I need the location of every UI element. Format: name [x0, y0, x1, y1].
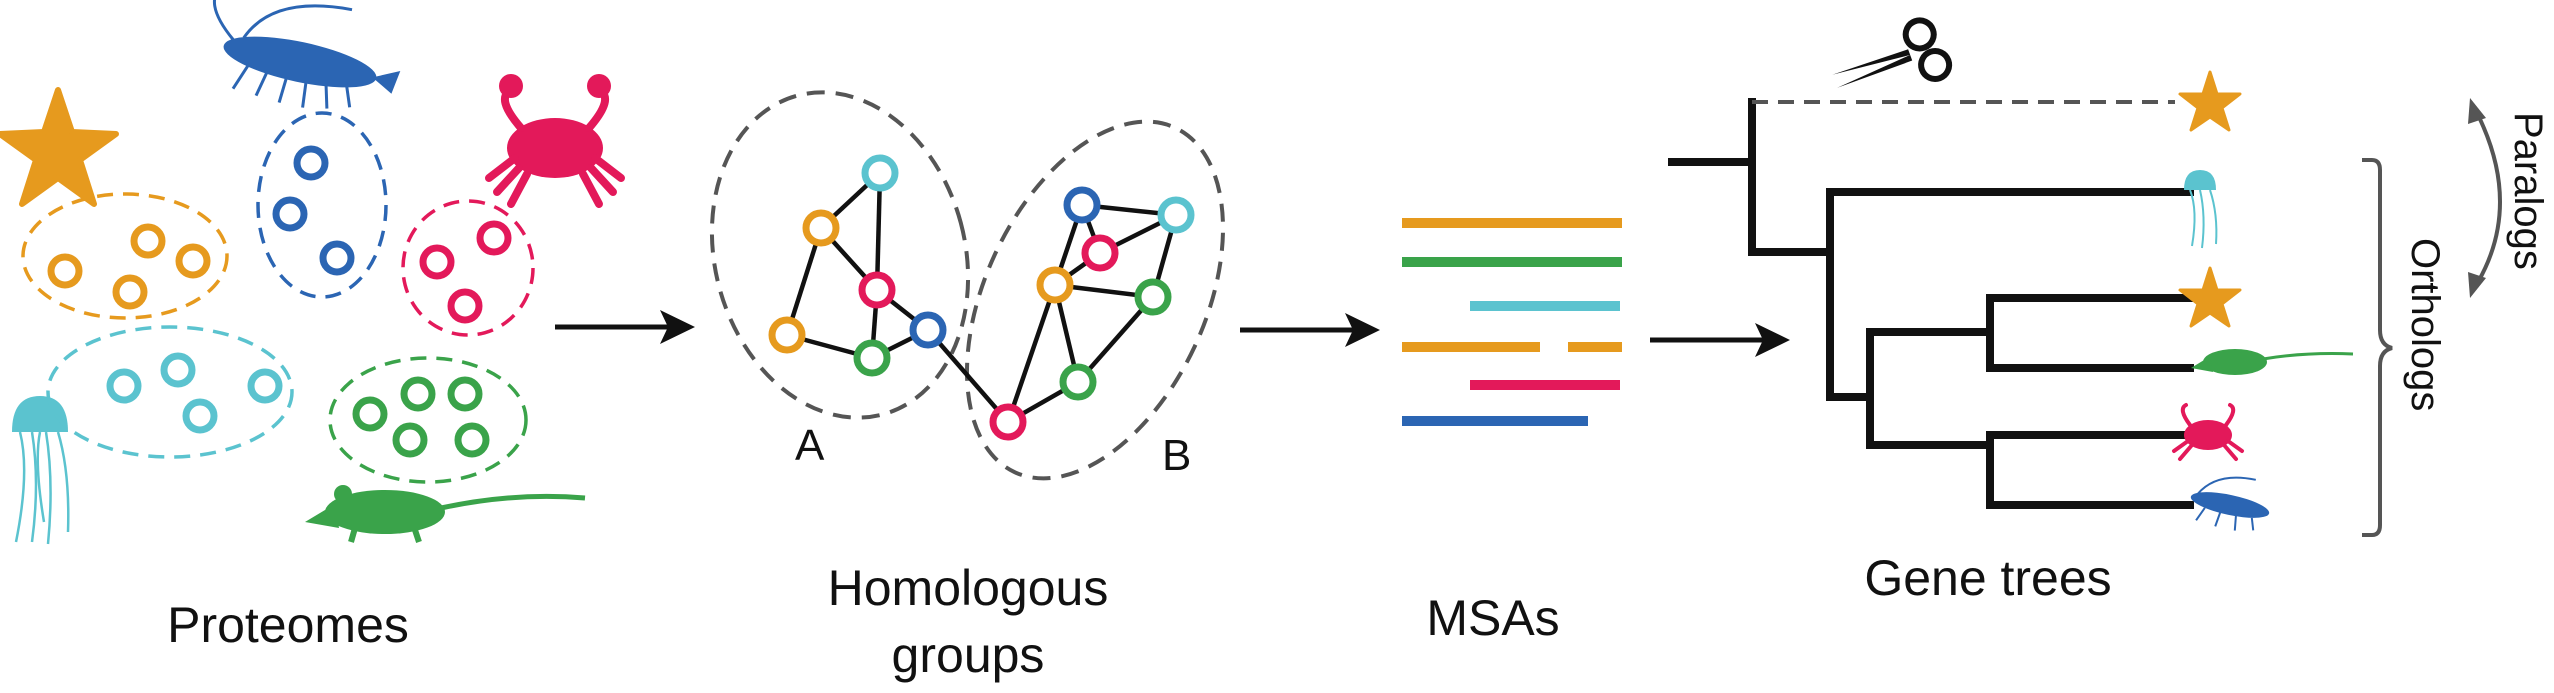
scissors-icon [1832, 17, 1953, 88]
cluster-blue [256, 111, 388, 299]
paralogs-arrow [2468, 98, 2502, 298]
node [1036, 266, 1074, 304]
rat-icon [2191, 349, 2354, 375]
homologous-groups-label-line1: Homologous [828, 560, 1109, 616]
group-b-label: B [1162, 431, 1191, 480]
proteomes-label: Proteomes [167, 597, 409, 653]
red-proteins [419, 220, 512, 324]
starfish-icon [0, 87, 119, 207]
green-proteins [352, 376, 490, 458]
node [768, 316, 806, 354]
msa-panel [1402, 218, 1622, 426]
homologous-graph: A B [709, 90, 1226, 481]
jellyfish-icon [2184, 170, 2218, 249]
node [1063, 186, 1101, 224]
paralogs-label: Paralogs [2506, 112, 2550, 270]
jellyfish-icon [12, 396, 70, 545]
blue-proteins [272, 145, 355, 276]
cluster-red [401, 199, 535, 337]
krill-icon [212, 0, 401, 109]
node [1059, 363, 1097, 401]
orthologs-bracket [2362, 158, 2393, 537]
node [1081, 234, 1119, 272]
krill-icon [2190, 476, 2270, 531]
group-a-outline [709, 90, 971, 420]
node [989, 403, 1027, 441]
node [861, 154, 899, 192]
node [1157, 196, 1195, 234]
orange-proteins [47, 223, 211, 310]
node [858, 271, 896, 309]
arrow-2 [1240, 313, 1380, 347]
crab-icon [485, 74, 625, 208]
node [1134, 278, 1172, 316]
starfish-icon [2178, 266, 2242, 328]
arrow-1 [555, 310, 695, 344]
group-a-label: A [795, 421, 825, 470]
cluster-green [328, 356, 528, 484]
cluster-cyan [46, 325, 294, 459]
node [802, 209, 840, 247]
msas-label: MSAs [1426, 590, 1559, 646]
starfish-icon [2178, 70, 2242, 132]
gene-tree [1668, 98, 2194, 509]
cluster-orange [21, 192, 229, 320]
arrow-3 [1650, 323, 1790, 357]
orthologs-label: Orthologs [2403, 238, 2447, 411]
crab-icon [2172, 403, 2244, 461]
node [909, 311, 947, 349]
group-b-outline [964, 119, 1226, 481]
cyan-proteins [106, 352, 283, 434]
gene-trees-label: Gene trees [1864, 550, 2111, 606]
homologous-groups-label-line2: groups [892, 627, 1045, 683]
node [853, 339, 891, 377]
rat-icon [305, 485, 586, 543]
proteomes-panel [0, 0, 625, 545]
